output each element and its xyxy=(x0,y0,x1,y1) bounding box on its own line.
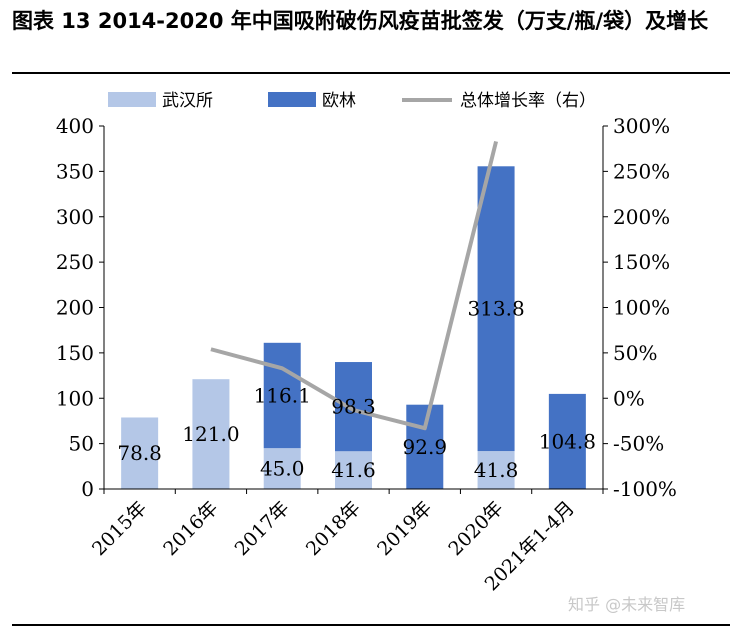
watermark: 知乎 @未来智库 xyxy=(568,595,686,614)
y-right-tick-label: 200% xyxy=(613,205,670,229)
bar-oulin xyxy=(477,166,515,452)
bar-oulin xyxy=(406,404,444,489)
data-label-wuhan: 41.8 xyxy=(474,458,519,482)
data-label-oulin: 98.3 xyxy=(331,395,376,419)
title-rule xyxy=(12,72,730,74)
bar-wuhan xyxy=(335,451,372,489)
data-label-oulin: 92.9 xyxy=(403,435,448,459)
legend-swatch-wuhan xyxy=(108,92,156,107)
data-label-oulin: 116.1 xyxy=(254,383,311,407)
x-tick-label: 2017年 xyxy=(231,497,294,560)
y-left-tick-label: 300 xyxy=(56,205,94,229)
y-left-tick-label: 200 xyxy=(56,296,94,320)
y-right-tick-label: 50% xyxy=(613,341,657,365)
bar-oulin xyxy=(263,342,301,449)
legend-swatch-oulin xyxy=(268,92,316,107)
data-label-wuhan: 41.6 xyxy=(331,458,376,482)
x-tick-label: 2019年 xyxy=(373,497,436,560)
y-left-tick-label: 400 xyxy=(56,114,94,138)
bar-wuhan xyxy=(121,417,159,489)
y-right-tick-label: -50% xyxy=(613,432,664,456)
x-tick-label: 2015年 xyxy=(88,497,151,560)
y-right-tick-label: 0% xyxy=(613,386,645,410)
data-label-oulin: 313.8 xyxy=(467,297,524,321)
legend-label-wuhan: 武汉所 xyxy=(162,91,213,111)
y-left-tick-label: 50 xyxy=(69,432,94,456)
bar-oulin xyxy=(335,362,372,452)
chart-title: 图表 13 2014-2020 年中国吸附破伤风疫苗批签发（万支/瓶/袋）及增长 xyxy=(12,9,709,33)
y-right-tick-label: 100% xyxy=(613,296,670,320)
y-left-tick-label: 0 xyxy=(81,477,94,501)
data-label-wuhan: 121.0 xyxy=(182,422,239,446)
x-tick-label: 2018年 xyxy=(302,497,365,560)
y-right-tick-label: 150% xyxy=(613,250,670,274)
y-left-tick-label: 250 xyxy=(56,250,94,274)
x-tick-label: 2020年 xyxy=(444,497,507,560)
bottom-rule xyxy=(12,624,730,626)
legend-label-growth: 总体增长率（右） xyxy=(460,91,596,111)
data-label-wuhan: 45.0 xyxy=(260,457,305,481)
data-label-oulin: 104.8 xyxy=(539,429,596,453)
bar-oulin xyxy=(548,393,586,489)
y-left-tick-label: 100 xyxy=(56,386,94,410)
y-left-tick-label: 150 xyxy=(56,341,94,365)
bar-wuhan xyxy=(263,448,301,489)
data-label-wuhan: 78.8 xyxy=(117,441,162,465)
legend-label-oulin: 欧林 xyxy=(322,91,356,111)
x-tick-label: 2016年 xyxy=(159,497,222,560)
y-right-tick-label: 300% xyxy=(613,114,670,138)
growth-line xyxy=(210,140,499,431)
bar-wuhan xyxy=(192,379,230,489)
bar-wuhan xyxy=(477,451,515,489)
y-left-tick-label: 350 xyxy=(56,159,94,183)
y-right-tick-label: 250% xyxy=(613,159,670,183)
y-right-tick-label: -100% xyxy=(613,477,677,501)
